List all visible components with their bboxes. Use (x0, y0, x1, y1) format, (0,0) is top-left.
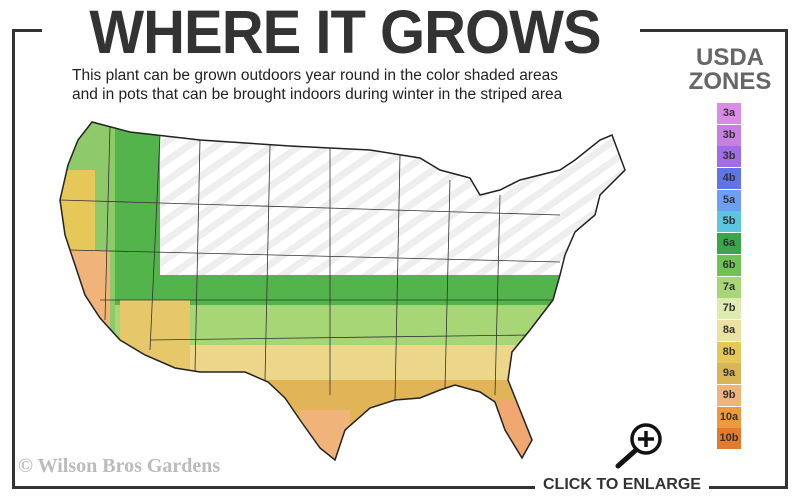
page-title: WHERE IT GROWS (89, 0, 601, 67)
legend-zone-5b: 5b (717, 211, 741, 233)
legend-zone-10a: 10a (717, 406, 741, 428)
click-to-enlarge-link[interactable]: CLICK TO ENLARGE (535, 476, 709, 494)
legend-zone-4b: 4b (717, 168, 741, 190)
legend-zone-6a: 6a (717, 233, 741, 255)
frame-top-left (12, 29, 42, 32)
frame-top-right (640, 29, 788, 32)
legend-zone-9a: 9a (717, 363, 741, 385)
legend-zone-7b: 7b (717, 298, 741, 320)
frame-bottom (12, 486, 788, 489)
frame-right (785, 29, 788, 489)
legend-zone-3b: 3b (717, 146, 741, 168)
legend-zone-8a: 8a (717, 319, 741, 341)
frame-left (12, 29, 15, 487)
subtitle-line-1: This plant can be grown outdoors year ro… (72, 67, 558, 84)
subtitle-line-2: and in pots that can be brought indoors … (72, 86, 563, 103)
legend-title-line-2: ZONES (688, 68, 772, 95)
legend-zone-3a: 3a (717, 103, 741, 124)
legend-zone-10b: 10b (717, 428, 741, 450)
legend-title: USDA ZONES (680, 46, 780, 94)
legend-zone-8b: 8b (717, 341, 741, 363)
legend-zone-5a: 5a (717, 189, 741, 211)
zone-legend: 3a 3b 3b 4b 5a 5b 6a 6b 7a 7b 8a 8b 9a 9b 10a 10b (717, 103, 741, 450)
striped-area (160, 122, 625, 275)
legend-zone-3b: 3b (717, 124, 741, 146)
magnifier-plus-icon[interactable] (610, 420, 666, 470)
legend-zone-6b: 6b (717, 254, 741, 276)
state-borders (60, 124, 561, 401)
legend-zone-9b: 9b (717, 384, 741, 406)
us-outline (59, 121, 626, 462)
zone-band-texas (300, 410, 350, 460)
legend-title-line-1: USDA (695, 44, 764, 71)
copyright-watermark: © Wilson Bros Gardens (18, 455, 221, 477)
legend-zone-7a: 7a (717, 276, 741, 298)
subtitle: This plant can be grown outdoors year ro… (72, 66, 632, 104)
map-zones (60, 122, 625, 460)
